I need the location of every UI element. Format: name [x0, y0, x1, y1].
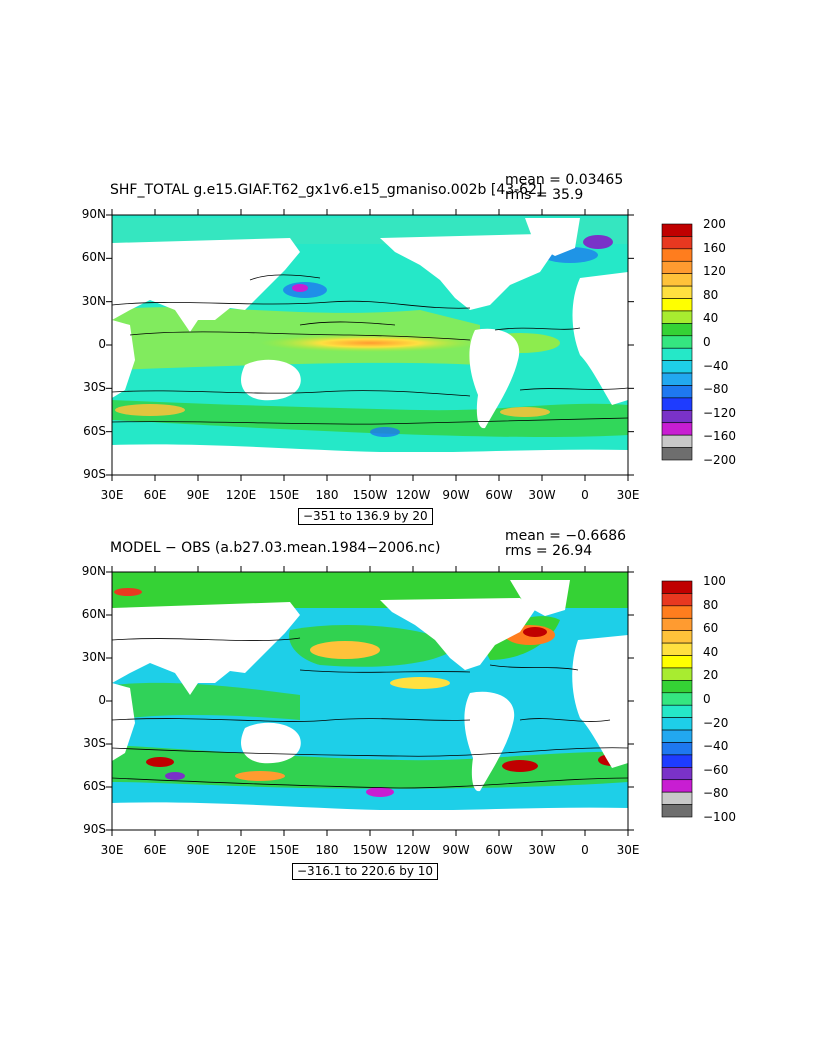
colorbar-tick-label: 60 — [703, 621, 719, 636]
longitude-label: 150W — [352, 843, 388, 857]
colorbar-tick-label: 40 — [703, 311, 719, 326]
panel-title: SHF_TOTAL g.e15.GIAF.T62_gx1v6.e15_gmani… — [110, 182, 543, 198]
colorbar-tick-label: 80 — [703, 597, 719, 612]
longitude-label: 60E — [143, 488, 167, 502]
colorbar-tick-label: −60 — [703, 762, 729, 777]
longitude-label: 30W — [528, 843, 556, 857]
tropical-pacific-feature — [390, 677, 450, 689]
colorbar-tick-label: 100 — [703, 574, 726, 588]
longitude-label: 90E — [186, 488, 210, 502]
agulhas-feature — [115, 404, 185, 416]
north-pacific-feature — [310, 641, 380, 659]
longitude-label: 30E — [100, 488, 124, 502]
map-plot — [106, 566, 634, 836]
longitude-label: 30E — [100, 843, 124, 857]
contour-interval-label: −316.1 to 220.6 by 10 — [292, 863, 439, 880]
ross-sea-feature — [370, 427, 400, 437]
colorbar-tick-label: −40 — [703, 358, 729, 373]
latitude-label: 60S — [83, 779, 106, 793]
gulfstream-core — [523, 627, 547, 637]
longitude-label: 0 — [581, 488, 589, 502]
rms-label: rms = 26.94 — [505, 543, 593, 559]
colorbar-tick-label: −20 — [703, 715, 729, 730]
colorbar-tick-label: 0 — [703, 335, 711, 349]
colorbar-tick-label: −40 — [703, 739, 729, 754]
land-masses — [112, 580, 628, 830]
colorbar-tick-label: −80 — [703, 382, 729, 397]
longitude-label: 120W — [395, 843, 431, 857]
latitude-label: 60N — [81, 250, 106, 265]
latitude-label: 90N — [81, 207, 106, 221]
longitude-label: 180 — [315, 843, 339, 857]
panel-total-heat-flux: SHF_TOTAL g.e15.GIAF.T62_gx1v6.e15_gmani… — [0, 160, 818, 530]
latitude-label: 0 — [98, 337, 106, 351]
latitude-label: 90S — [83, 822, 106, 836]
colorbar-tick-label: −100 — [703, 810, 736, 824]
longitude-label: 60W — [485, 843, 513, 857]
longitude-label: 30W — [528, 488, 556, 502]
indian-ocean-band — [112, 682, 300, 720]
longitude-label: 30E — [616, 488, 640, 502]
longitude-label: 90W — [442, 488, 470, 502]
latitude-label: 0 — [98, 693, 106, 707]
longitude-label: 90W — [442, 843, 470, 857]
brazil-malvinas-feature — [500, 407, 550, 417]
colorbar-tick-label: 200 — [703, 217, 726, 231]
latitude-label: 60S — [83, 423, 106, 438]
colorbar-tick-label: −120 — [703, 405, 736, 420]
latitude-label: 30N — [81, 293, 106, 308]
latitude-label: 30S — [83, 380, 106, 395]
colorbar-tick-label: 120 — [703, 264, 726, 279]
longitude-label: 120E — [225, 843, 257, 857]
longitude-label: 150E — [268, 488, 300, 502]
south-indian-feature — [235, 771, 285, 781]
rms-label: rms = 35.9 — [505, 187, 584, 203]
ross-sea-feature — [366, 787, 394, 797]
panel-model-minus-obs: MODEL − OBS (a.b27.03.mean.1984−2006.nc)… — [0, 520, 818, 890]
longitude-label: 30E — [616, 843, 640, 857]
equatorial-maximum — [260, 334, 480, 352]
longitude-label: 60W — [485, 488, 513, 502]
longitude-label: 90E — [186, 843, 210, 857]
longitude-label: 120W — [395, 488, 431, 502]
longitude-label: 0 — [581, 843, 589, 857]
contour-lines — [112, 274, 628, 425]
longitude-label: 60E — [143, 843, 167, 857]
latitude-label: 90S — [83, 467, 106, 481]
colorbar-tick-label: 0 — [703, 692, 711, 706]
latitude-label: 30S — [83, 736, 106, 750]
colorbar-tick-label: −80 — [703, 786, 729, 801]
kuroshio-core — [292, 284, 308, 292]
land-masses — [112, 218, 628, 475]
brazil-malvinas-feature — [502, 760, 538, 772]
colorbar-tick-label: 80 — [703, 287, 719, 302]
agulhas-feature — [146, 757, 174, 767]
map-plot — [106, 209, 634, 481]
colorbar-tick-label: −160 — [703, 429, 736, 444]
southern-ocean-band — [112, 400, 628, 438]
longitude-label: 180 — [315, 488, 339, 502]
longitude-label: 120E — [225, 488, 257, 502]
colorbar-tick-label: −200 — [703, 453, 736, 467]
longitude-label: 150E — [268, 843, 300, 857]
colorbar-tick-label: 20 — [703, 668, 719, 683]
labrador-sea-feature — [583, 235, 613, 249]
latitude-label: 90N — [81, 564, 106, 578]
kerguelen-feature — [165, 772, 185, 780]
latitude-label: 60N — [81, 607, 106, 621]
barents-feature — [114, 588, 142, 596]
contour-interval-label: −351 to 136.9 by 20 — [298, 508, 433, 525]
mean-label: mean = −0.6686 — [505, 528, 627, 544]
latitude-label: 30N — [81, 650, 106, 664]
panel-title: MODEL − OBS (a.b27.03.mean.1984−2006.nc) — [110, 540, 441, 556]
longitude-label: 150W — [352, 488, 388, 502]
contour-lines — [112, 637, 628, 789]
colorbar-tick-label: 40 — [703, 644, 719, 659]
colorbar-tick-label: 160 — [703, 240, 726, 255]
mean-label: mean = 0.03465 — [505, 172, 624, 188]
